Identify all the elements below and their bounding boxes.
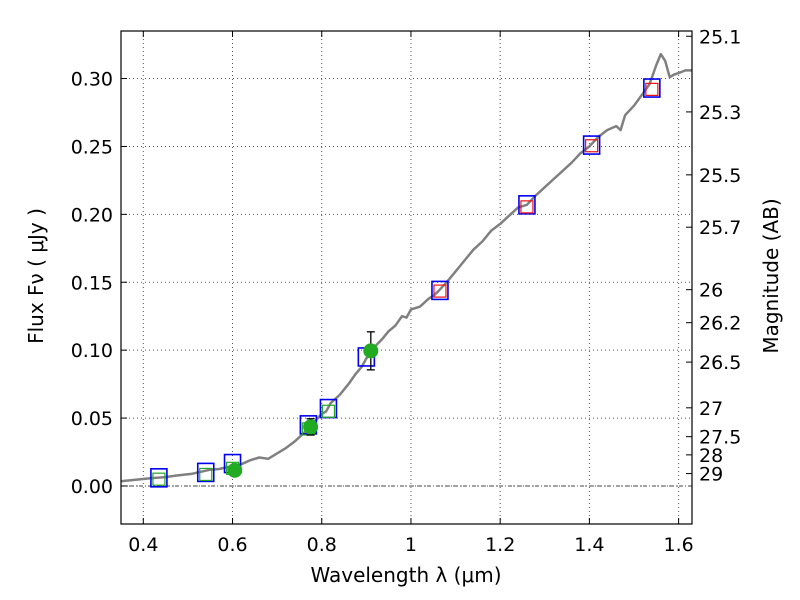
right-tick-label: 27.5	[699, 427, 741, 449]
x-tick-label: 1.6	[664, 534, 694, 556]
y-tick-label: 0.20	[71, 204, 113, 226]
observed-point	[227, 462, 243, 478]
model-photometry-square	[643, 78, 661, 98]
x-tick-label: 0.6	[217, 534, 247, 556]
x-tick-label: 1	[405, 534, 417, 556]
x-tick-label: 0.8	[307, 534, 337, 556]
x-tick-label: 1.2	[485, 534, 515, 556]
model-photometry-square	[518, 195, 536, 215]
green-band-square	[199, 467, 213, 482]
red-band-square	[585, 139, 599, 153]
red-band-square	[433, 284, 447, 298]
right-tick-label: 28	[699, 445, 723, 467]
x-axis-title: Wavelength λ (μm)	[310, 563, 501, 587]
y-tick-label: 0.10	[71, 340, 113, 362]
observed-point	[303, 419, 319, 435]
x-tick-label: 1.4	[574, 534, 604, 556]
x-tick-label: 0.4	[128, 534, 158, 556]
model-photometry-square	[431, 280, 449, 301]
model-photometry-square	[150, 468, 168, 488]
right-tick-label: 26.2	[699, 313, 741, 335]
right-tick-label: 25.1	[699, 26, 741, 48]
y-tick-label: 0.30	[71, 69, 113, 91]
y-axis-title: Flux Fν ( μJy )	[24, 208, 48, 344]
observed-point	[363, 343, 379, 359]
right-tick-label: 25.7	[699, 217, 741, 239]
right-tick-label: 25.5	[699, 165, 741, 187]
green-band-square	[152, 472, 166, 486]
red-band-square	[520, 200, 534, 214]
right-tick-label: 29	[699, 464, 723, 486]
green-band-square	[321, 404, 336, 418]
y-tick-label: 0.15	[71, 272, 113, 294]
right-tick-label: 26	[699, 280, 723, 302]
right-tick-label: 26.5	[699, 352, 741, 374]
red-band-square	[645, 82, 659, 96]
photometry-layer	[150, 78, 661, 488]
axis-ticks: 0.4 0.6 0.8 1 1.2 1.4 1.6 0.00 0.05 0.10 0.15 0.20 0…	[71, 26, 742, 556]
y-tick-label: 0.05	[71, 408, 113, 430]
plot-frame	[120, 30, 693, 525]
y-tick-label: 0.25	[71, 136, 113, 158]
y-tick-label: 0.00	[71, 476, 113, 498]
model-spectrum-line	[120, 52, 692, 483]
model-photometry-square	[196, 462, 215, 483]
right-tick-label: 27	[699, 398, 723, 420]
right-tick-label: 25.3	[699, 102, 741, 124]
model-photometry-square	[582, 135, 601, 155]
model-spectrum-layer	[120, 52, 692, 483]
right-axis-title: Magnitude (AB)	[759, 198, 783, 353]
grid-lines	[121, 31, 692, 524]
